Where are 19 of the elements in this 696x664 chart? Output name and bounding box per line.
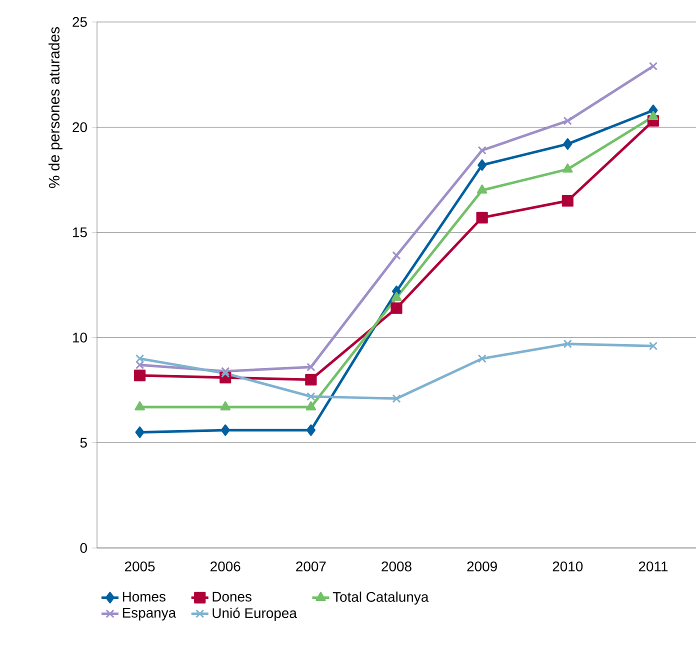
y-tick-label: 15: [73, 228, 87, 238]
x-tick-label: 2005: [124, 561, 155, 572]
legend-label: Homes: [122, 592, 166, 602]
x-tick-label: 2008: [382, 561, 412, 572]
x-tick-label: 2011: [638, 561, 668, 572]
y-tick-label: 5: [80, 438, 87, 448]
x-tick-label: 2010: [552, 561, 583, 572]
x-tick-label: 2007: [296, 561, 326, 572]
y-axis-title: % de persones aturades: [48, 27, 62, 188]
x-tick-label: 2006: [210, 561, 240, 572]
legend-label: Total Catalunya: [332, 592, 429, 605]
legend-label: Unió Europea: [212, 608, 297, 621]
legend-label: Dones: [212, 592, 252, 602]
y-tick-label: 25: [72, 17, 87, 27]
legend-label: Espanya: [122, 608, 176, 620]
y-tick-label: 10: [73, 332, 87, 343]
y-tick-label: 20: [72, 122, 87, 132]
x-tick-label: 2009: [467, 561, 497, 572]
y-tick-label: 0: [80, 543, 87, 553]
